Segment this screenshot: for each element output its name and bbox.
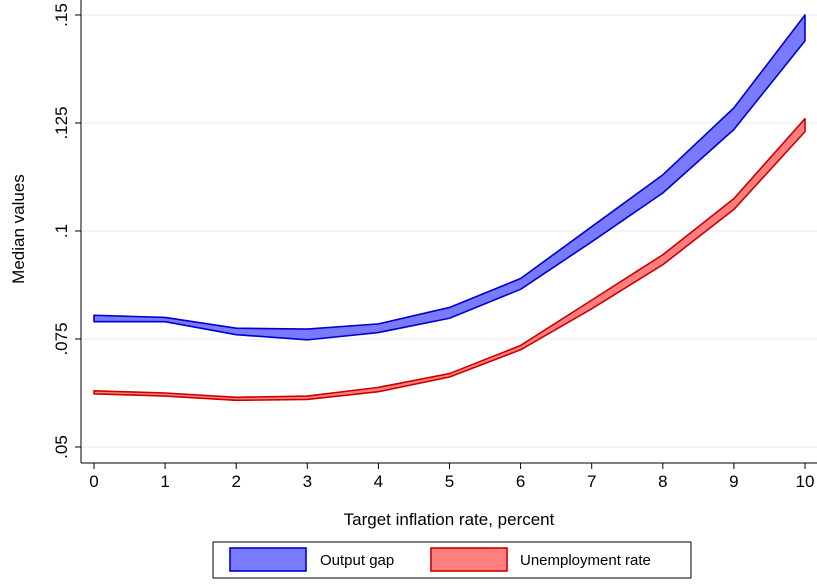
x-tick-label-8: 8 (658, 472, 667, 491)
series-bands (93, 14, 806, 402)
x-tick-label-6: 6 (516, 472, 525, 491)
x-tick-label-7: 7 (587, 472, 596, 491)
y-tick-label-3: .125 (52, 106, 71, 139)
x-axis-label: Target inflation rate, percent (344, 510, 555, 529)
grid-lines (81, 14, 817, 448)
legend-label-unemployment-rate: Unemployment rate (520, 552, 651, 569)
band-unemployment-rate (93, 117, 806, 402)
x-tick-label-10: 10 (796, 472, 815, 491)
legend-swatch-unemployment-rate (430, 547, 508, 572)
x-tick-label-3: 3 (303, 472, 312, 491)
y-tick-label-2: .1 (52, 224, 71, 238)
x-tick-label-9: 9 (729, 472, 738, 491)
axes: .05 .075 .1 .125 .15 0 1 2 3 4 5 6 7 8 9 10 (52, 0, 817, 491)
x-tick-label-5: 5 (445, 472, 454, 491)
x-tick-label-1: 1 (160, 472, 169, 491)
x-tick-label-4: 4 (374, 472, 383, 491)
legend-label-output-gap: Output gap (320, 552, 394, 569)
y-tick-label-4: .15 (52, 3, 71, 27)
y-tick-label-0: .05 (52, 435, 71, 459)
band-output-gap (93, 14, 806, 341)
y-tick-label-1: .075 (52, 322, 71, 355)
y-axis-label: Median values (9, 174, 28, 284)
x-tick-label-2: 2 (231, 472, 240, 491)
x-tick-label-0: 0 (89, 472, 98, 491)
legend-swatch-output-gap (229, 547, 307, 572)
legend: Output gap Unemployment rate (212, 541, 692, 579)
